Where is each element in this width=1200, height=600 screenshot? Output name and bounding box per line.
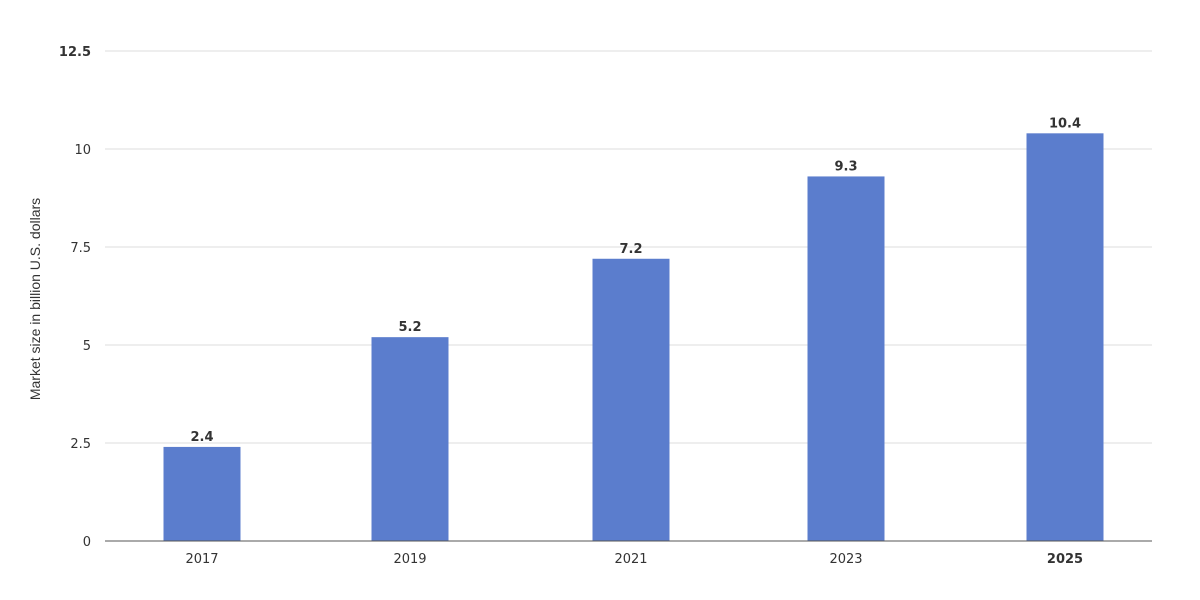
data-label-2019: 5.2 [398, 320, 421, 335]
y-tick-label: 10 [74, 143, 91, 158]
data-label-2025: 10.4 [1049, 116, 1081, 131]
y-gridlines [105, 50, 1152, 444]
data-label-2021: 7.2 [619, 242, 642, 257]
data-labels: 2.4 5.2 7.2 9.3 10.4 [190, 116, 1081, 445]
y-tick-label: 5 [83, 339, 91, 354]
bar-2021 [592, 258, 670, 541]
x-tick-label-2019: 2019 [393, 552, 426, 567]
y-tick-labels: 0 2.5 5 7.5 10 12.5 [59, 45, 91, 550]
bar-2017 [163, 446, 241, 541]
x-tick-label-2025: 2025 [1047, 552, 1083, 567]
data-label-2017: 2.4 [190, 430, 213, 445]
x-tick-label-2023: 2023 [829, 552, 862, 567]
y-axis-title: Market size in billion U.S. dollars [27, 198, 43, 400]
x-tick-labels: 2017 2019 2021 2023 2025 [185, 552, 1083, 567]
bars [163, 133, 1104, 541]
x-tick-label-2017: 2017 [185, 552, 218, 567]
y-tick-label: 12.5 [59, 45, 91, 60]
y-tick-label: 7.5 [70, 241, 91, 256]
y-tick-label: 2.5 [70, 437, 91, 452]
bar-2023 [807, 176, 885, 541]
bar-2019 [371, 337, 449, 541]
data-label-2023: 9.3 [834, 159, 857, 174]
bar-2025 [1026, 133, 1104, 541]
x-tick-label-2021: 2021 [614, 552, 647, 567]
y-tick-label: 0 [83, 535, 91, 550]
